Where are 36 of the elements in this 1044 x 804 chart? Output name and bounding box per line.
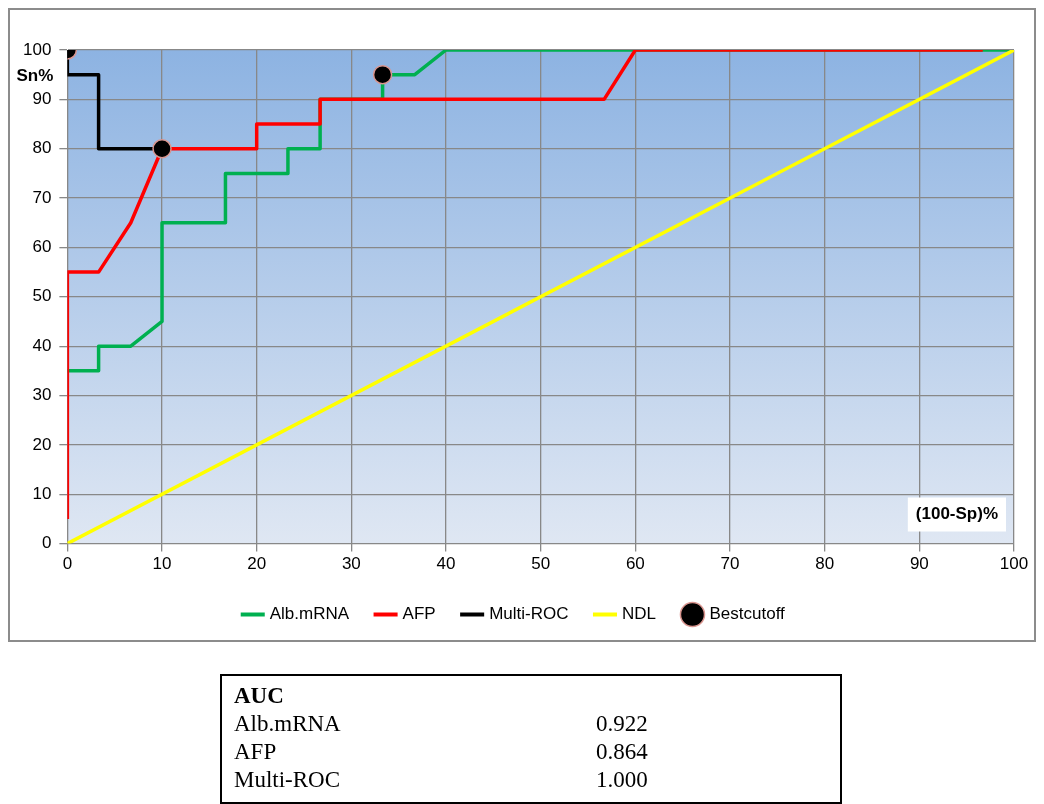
y-tick-label: 90 — [32, 89, 52, 109]
x-tick-label: 70 — [720, 554, 740, 574]
y-tick-label: 60 — [32, 237, 52, 257]
x-tick-label: 60 — [625, 554, 645, 574]
legend-label: Multi-ROC — [489, 604, 569, 624]
text: Alb.mRNA — [234, 710, 342, 738]
x-tick-label: 100 — [999, 554, 1029, 574]
x-tick-label: 50 — [531, 554, 551, 574]
x-tick-label: 30 — [341, 554, 361, 574]
x-tick-label: 90 — [909, 554, 929, 574]
y-tick-label: 20 — [32, 434, 52, 454]
legend-label: Alb.mRNA — [269, 604, 350, 624]
text: Multi-ROC — [234, 766, 342, 794]
x-axis-title: (100-Sp)% — [915, 504, 998, 524]
text: 0.922 — [596, 710, 648, 738]
x-tick-label: 40 — [436, 554, 456, 574]
legend-label: Bestcutoff — [709, 604, 786, 624]
y-tick-label: 40 — [32, 335, 52, 355]
text: AFP — [234, 738, 278, 766]
text: 0.864 — [596, 738, 648, 766]
x-tick-label: 80 — [815, 554, 835, 574]
legend-label: NDL — [621, 604, 656, 624]
y-axis-title: Sn% — [16, 66, 54, 86]
x-tick-label: 10 — [152, 554, 172, 574]
text: AUC — [234, 682, 285, 710]
y-tick-label: 80 — [32, 138, 52, 158]
x-tick-label: 0 — [62, 554, 73, 574]
y-tick-label: 70 — [32, 187, 52, 207]
y-tick-label: 100 — [22, 39, 52, 59]
y-tick-label: 50 — [32, 286, 52, 306]
y-tick-label: 0 — [41, 533, 52, 553]
x-tick-label: 20 — [247, 554, 267, 574]
text: 1.000 — [596, 766, 648, 794]
y-tick-label: 10 — [32, 483, 52, 503]
legend-label: AFP — [402, 604, 436, 624]
y-tick-label: 30 — [32, 385, 52, 405]
